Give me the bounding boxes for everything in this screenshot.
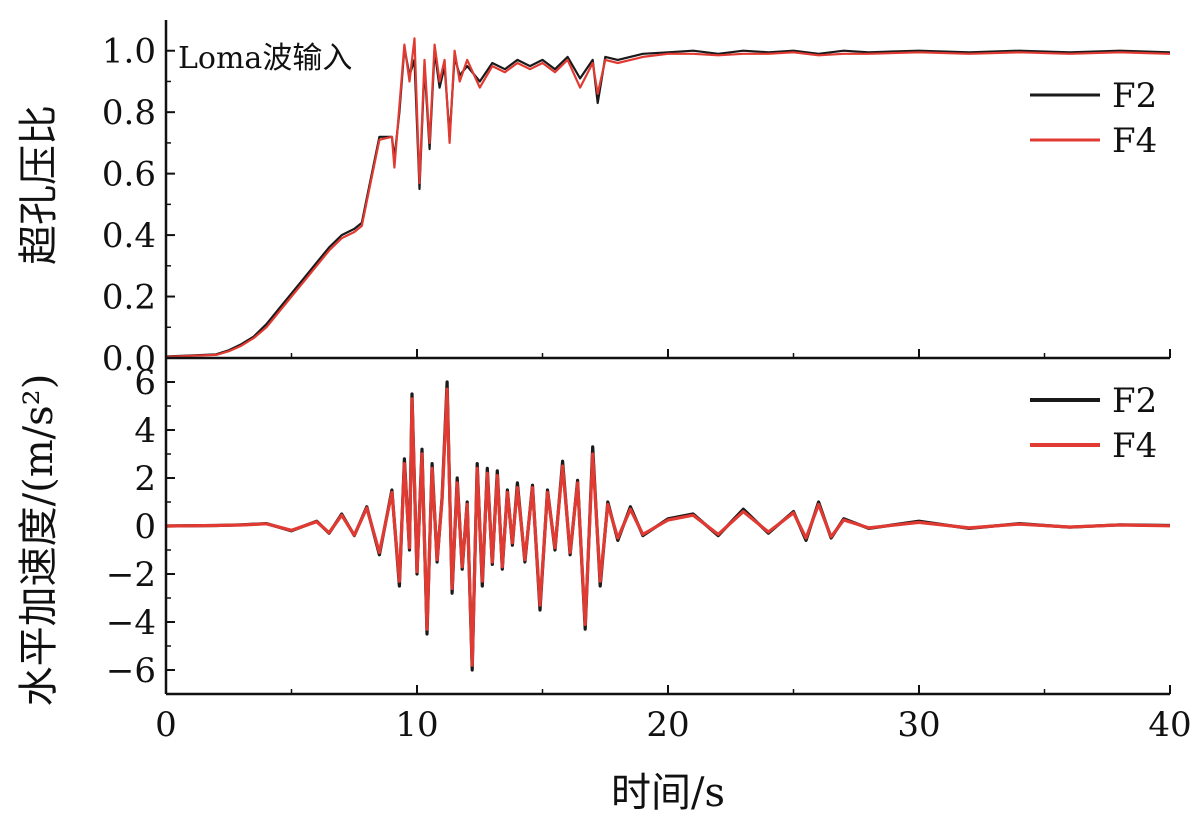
top-series-group <box>165 37 1171 358</box>
x-tick-label: 20 <box>646 705 689 745</box>
bot-legend-label-f2: F2 <box>1112 381 1157 421</box>
x-tick-label: 40 <box>1148 705 1191 745</box>
top-legend-label-f2: F2 <box>1112 76 1157 116</box>
top-legend-label-f4: F4 <box>1112 121 1157 161</box>
bottom-series-group <box>165 380 1171 672</box>
bot-legend-label-f4: F4 <box>1112 426 1157 466</box>
top-y-ticks: 0.0 0.2 0.4 0.6 0.8 1.0 <box>102 32 175 379</box>
bottom-x-ticks: 0 10 20 30 40 <box>155 685 1192 745</box>
bot-series-line-f2 <box>165 380 1171 672</box>
x-tick-label: 10 <box>395 705 438 745</box>
bot-y-tick-label: −2 <box>106 555 156 595</box>
bottom-panel: −6 −4 −2 0 2 4 6 0 10 20 30 40 时间/s 水平加速度/(m/s²) F… <box>16 358 1192 816</box>
bot-y-tick-label: 6 <box>134 363 156 403</box>
bottom-y-ticks: −6 −4 −2 0 2 4 6 <box>106 363 175 691</box>
top-y-tick-label: 0.0 <box>102 339 156 379</box>
top-y-tick-label: 0.4 <box>102 216 156 256</box>
bot-y-tick-label: −4 <box>106 603 156 643</box>
top-y-axis-title: 超孔压比 <box>16 105 62 265</box>
x-tick-label: 30 <box>897 705 940 745</box>
x-axis-title: 时间/s <box>611 770 725 816</box>
x-tick-label: 0 <box>155 705 177 745</box>
top-annotation: Loma波输入 <box>178 41 352 76</box>
bot-y-tick-label: 2 <box>134 459 156 499</box>
top-series-line-f2 <box>165 46 1171 358</box>
top-y-tick-label: 1.0 <box>102 32 156 72</box>
top-y-tick-label: 0.6 <box>102 155 156 195</box>
bottom-y-axis-title: 水平加速度/(m/s²) <box>16 374 62 707</box>
bot-y-tick-label: −6 <box>106 651 156 691</box>
top-y-tick-label: 0.2 <box>102 278 156 318</box>
bot-y-tick-label: 4 <box>134 411 156 451</box>
top-series-line-f4 <box>165 37 1171 358</box>
top-y-tick-label: 0.8 <box>102 93 156 133</box>
top-x-ticks <box>165 349 1171 358</box>
bot-series-line-f4 <box>165 387 1171 667</box>
bot-y-tick-label: 0 <box>134 507 156 547</box>
